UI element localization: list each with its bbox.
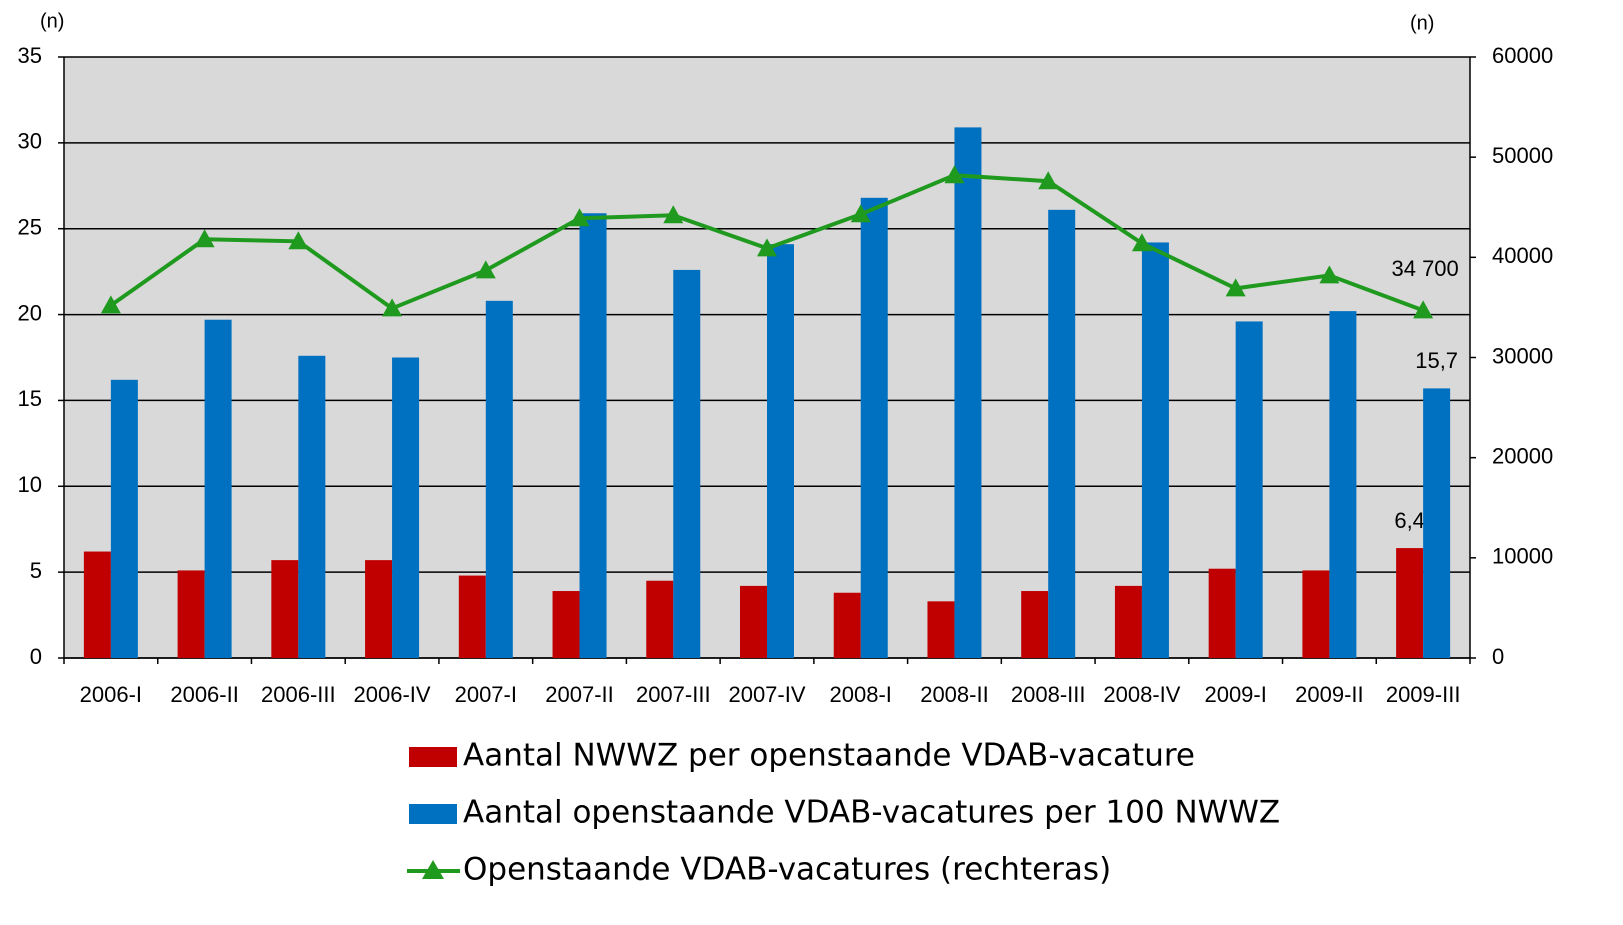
bar [579,213,607,658]
marker [475,260,496,279]
marker [288,231,309,250]
bar [1423,388,1451,658]
marker [944,165,965,184]
marker [569,208,590,227]
bar [298,355,326,658]
x-tick-label: 2009-II [1295,682,1364,707]
bar [1114,585,1142,658]
bar [1141,242,1169,659]
y2-tick-label: 10000 [1492,544,1553,569]
bar [646,580,674,658]
bar [552,591,580,658]
y2-tick-label: 0 [1492,644,1504,669]
bar [83,551,111,658]
legend-swatch [409,804,457,824]
bar [392,357,420,658]
x-tick-label: 2006-IV [354,682,431,707]
bar [204,319,232,658]
y2-tick-label: 30000 [1492,343,1553,368]
legend-marker [422,860,444,879]
bar [767,244,794,658]
legend-label: Aantal openstaande VDAB-vacatures per 10… [463,795,1280,831]
bar [1021,591,1049,658]
y2-tick-label: 50000 [1492,143,1553,168]
x-tick-label: 2006-II [170,682,239,707]
x-tick-label: 2006-III [261,682,336,707]
marker [382,298,403,317]
y-tick-label: 30 [18,129,42,154]
y2-tick-label: 60000 [1492,43,1553,68]
bar [740,585,767,658]
bar [1208,568,1236,658]
marker [1413,300,1434,319]
y2-tick-label: 20000 [1492,443,1553,468]
x-tick-label: 2008-II [920,682,989,707]
marker [757,238,777,257]
bar [1396,548,1424,658]
marker [100,295,121,314]
bar [110,379,138,658]
y-tick-label: 25 [18,215,42,240]
y2-tick-label: 40000 [1492,243,1553,268]
data-label: 6,4 [1394,508,1425,533]
bar [1302,570,1330,658]
x-tick-label: 2008-IV [1103,682,1180,707]
legend-label: Aantal NWWZ per openstaande VDAB-vacatur… [463,738,1195,774]
bar [1048,209,1076,658]
bar [1329,311,1357,658]
bar [1235,321,1263,658]
x-tick-label: 2008-I [830,682,892,707]
bar [833,592,861,658]
bar [954,127,982,659]
bar [927,601,955,658]
x-tick-label: 2007-IV [728,682,805,707]
data-label: 15,7 [1415,348,1458,373]
marker [663,205,684,224]
x-tick-label: 2007-II [545,682,614,707]
marker [1319,265,1340,284]
y-tick-label: 15 [18,386,42,411]
x-tick-label: 2007-III [636,682,711,707]
y-tick-label: 20 [18,300,42,325]
marker [1225,278,1246,297]
marker [850,204,871,223]
marker [194,229,215,248]
y-tick-label: 35 [18,43,42,68]
y-tick-label: 5 [30,558,42,583]
x-tick-label: 2006-I [80,682,142,707]
bar [458,575,486,658]
x-tick-label: 2009-III [1386,682,1461,707]
x-tick-label: 2008-III [1011,682,1086,707]
y-tick-label: 10 [18,472,42,497]
bar [177,570,205,658]
legend-swatch [409,747,457,767]
bar [365,560,393,658]
y-tick-label: 0 [30,644,42,669]
bar [271,560,299,658]
bar [673,269,701,658]
data-label: 34 700 [1391,256,1458,281]
marker [1131,233,1152,252]
bar [485,300,513,658]
x-tick-label: 2009-I [1204,682,1266,707]
marker [1038,171,1059,190]
x-tick-label: 2007-I [455,682,517,707]
y2-axis-label: (n) [1410,12,1434,34]
y-axis-label: (n) [40,10,64,32]
bar [860,197,888,658]
legend-label: Openstaande VDAB-vacatures (rechteras) [463,852,1111,888]
